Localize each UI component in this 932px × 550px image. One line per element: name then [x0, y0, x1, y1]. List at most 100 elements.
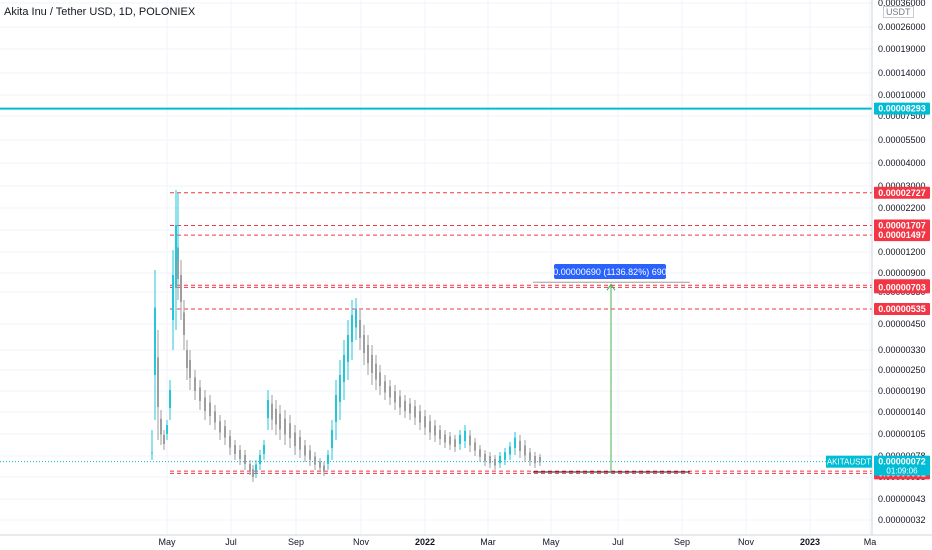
- candle-body: [294, 432, 296, 446]
- grid: [0, 0, 872, 535]
- candle-body: [160, 418, 162, 435]
- candle-body: [335, 395, 337, 422]
- candle-body: [219, 421, 221, 433]
- price-label-text: 0.00000535: [878, 304, 926, 314]
- y-tick-label: 0.00000140: [878, 407, 926, 417]
- candle-body: [449, 436, 451, 445]
- candle-body: [414, 406, 416, 418]
- candle-body: [351, 315, 353, 342]
- countdown-text: 01:09:06: [886, 467, 918, 476]
- candle-body: [163, 435, 165, 444]
- candles: [151, 190, 541, 482]
- price-label-box: [874, 229, 930, 242]
- x-tick-label: May: [542, 537, 560, 547]
- candle-body: [304, 445, 306, 456]
- measure-tooltip-box: [554, 264, 666, 279]
- y-tick-label: 0.00000043: [878, 494, 926, 504]
- y-tick-label: 0.00007500: [878, 111, 926, 121]
- candle-body: [347, 335, 349, 362]
- candle-body: [424, 416, 426, 428]
- candle-body: [183, 312, 185, 335]
- candle-body: [539, 457, 541, 463]
- candle-body: [389, 386, 391, 398]
- candle-body: [252, 469, 254, 477]
- current-price-text: 0.00000072: [878, 457, 926, 467]
- candle-body: [444, 434, 446, 443]
- y-tick-label: 0.00014000: [878, 68, 926, 78]
- price-label-text: 0.00000703: [878, 282, 926, 292]
- candle-body: [384, 381, 386, 393]
- candle-body: [404, 400, 406, 412]
- price-label-text: 0.00001497: [878, 230, 926, 240]
- candle-body: [355, 308, 357, 328]
- y-tick-label: 0.00010000: [878, 90, 926, 100]
- candle-body: [484, 454, 486, 462]
- candle-body: [284, 418, 286, 435]
- price-label-box: [874, 302, 930, 315]
- x-tick-label: Nov: [738, 537, 755, 547]
- candle-body: [169, 390, 171, 408]
- candle-body: [249, 463, 251, 471]
- candle-body: [267, 400, 269, 418]
- x-tick-label: Jul: [225, 537, 237, 547]
- candle-body: [275, 408, 277, 425]
- current-price-box: [874, 455, 930, 476]
- candle-body: [259, 455, 261, 464]
- candle-body: [263, 445, 265, 454]
- candle-body: [371, 355, 373, 373]
- candle-body: [519, 440, 521, 452]
- candle-body: [439, 430, 441, 439]
- level-lines: [0, 107, 872, 474]
- candle-body: [367, 345, 369, 363]
- y-tick-label: 0.00000330: [878, 345, 926, 355]
- x-tick-label: Nov: [353, 537, 370, 547]
- candle-body: [534, 456, 536, 464]
- candle-body: [309, 450, 311, 460]
- candle-body: [504, 452, 506, 460]
- candle-body: [271, 403, 273, 420]
- x-tick-label: Ma: [864, 537, 877, 547]
- candle-body: [429, 421, 431, 433]
- candle-body: [209, 402, 211, 416]
- y-tick-label: 0.00000900: [878, 268, 926, 278]
- candle-body: [244, 455, 246, 464]
- measure-tooltip-text: 0.00000690 (1136.82%) 690: [553, 267, 666, 277]
- candle-body: [339, 375, 341, 402]
- candle-body: [323, 465, 325, 472]
- candle-body: [394, 391, 396, 403]
- price-label-box: [874, 281, 930, 294]
- candle-body: [166, 425, 168, 434]
- candle-body: [474, 442, 476, 451]
- candle-body: [379, 372, 381, 386]
- candle-body: [154, 307, 156, 375]
- x-tick-label: 2022: [415, 537, 435, 547]
- price-label-text: 0.00002727: [878, 188, 926, 198]
- candle-body: [479, 449, 481, 457]
- candle-body: [331, 430, 333, 448]
- x-tick-label: Jul: [612, 537, 624, 547]
- y-tick-label: 0.00003000: [878, 181, 926, 191]
- candle-body: [224, 426, 226, 438]
- price-label-box: [874, 219, 930, 232]
- candle-body: [186, 350, 188, 368]
- candle-body: [499, 456, 501, 464]
- candle-body: [279, 413, 281, 430]
- candle-body: [459, 435, 461, 444]
- symbol-label-box: [826, 455, 872, 468]
- candle-body: [464, 430, 466, 442]
- candle-body: [454, 439, 456, 447]
- candle-body: [524, 445, 526, 456]
- candle-body: [434, 425, 436, 436]
- candle-body: [177, 247, 179, 279]
- y-tick-label: 0.00005500: [878, 135, 926, 145]
- candle-body: [157, 357, 159, 407]
- measure-arrow: [606, 283, 616, 291]
- unit-label: USDT: [883, 6, 914, 18]
- price-labels: 0.00008293 0.00002727 0.000017070.00001497…: [826, 102, 930, 480]
- candle-body: [363, 335, 365, 353]
- candle-body: [509, 446, 511, 455]
- y-tick-label: 0.00000450: [878, 319, 926, 329]
- candle-body: [529, 452, 531, 461]
